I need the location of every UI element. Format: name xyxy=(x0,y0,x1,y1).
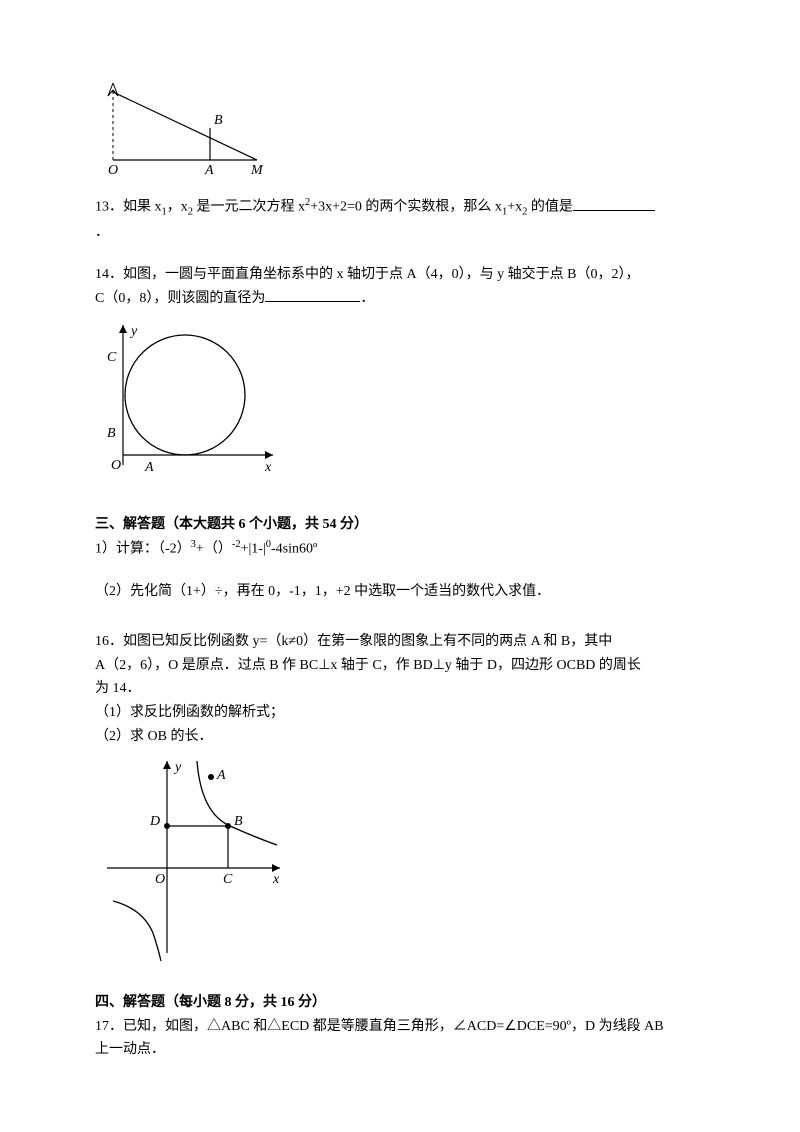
c-label-x: x xyxy=(264,460,272,475)
c-label-O: O xyxy=(111,458,121,473)
question-15-2: （2）先化简（1+）÷，再在 0，-1，1，+2 中选取一个适当的数代入求值． xyxy=(95,580,705,604)
label-O: O xyxy=(108,163,118,178)
c-label-C: C xyxy=(107,350,117,365)
h-label-C: C xyxy=(223,872,233,887)
q13-text: 13．如果 x xyxy=(95,200,162,215)
q15-1c: +|1-| xyxy=(241,542,266,557)
q16-l5: （2）求 OB 的长． xyxy=(95,729,212,744)
circle-svg: O A B C y x xyxy=(95,315,285,485)
question-16: 16．如图已知反比例函数 y=（k≠0）在第一象限的图象上有不同的两点 A 和 … xyxy=(95,630,705,749)
q14-blank xyxy=(265,287,360,302)
q15-1a: 1）计算：（-2） xyxy=(95,542,191,557)
question-17: 17．已知，如图，△ABC 和△ECD 都是等腰直角三角形，∠ACD=∠DCE=… xyxy=(95,1015,705,1063)
section-3-title: 三、解答题（本大题共 6 个小题，共 54 分） xyxy=(95,513,705,537)
q15-1d: -4sin60º xyxy=(271,542,317,557)
q13-text6: 的值是 xyxy=(527,200,573,215)
label-M: M xyxy=(250,163,264,178)
c-label-y: y xyxy=(129,324,138,339)
label-B: B xyxy=(214,113,223,128)
figure-hyperbola: O y x A B C D xyxy=(95,753,705,963)
q13-blank xyxy=(573,196,655,211)
h-label-x: x xyxy=(272,872,280,887)
q16-l4: （1）求反比例函数的解析式； xyxy=(95,705,284,720)
question-14: 14．如图，一圆与平面直角坐标系中的 x 轴切于点 A（4，0），与 y 轴交于… xyxy=(95,263,705,311)
label-A: A xyxy=(204,163,214,178)
triangle-svg: O A M B xyxy=(95,80,270,180)
figure-triangle: O A M B xyxy=(95,80,705,180)
q13-text3: 是一元二次方程 x xyxy=(193,200,305,215)
q16-l1: 16．如图已知反比例函数 y=（k≠0）在第一象限的图象上有不同的两点 A 和 … xyxy=(95,634,612,649)
section-4-title: 四、解答题（每小题 8 分，共 16 分） xyxy=(95,991,705,1015)
h-label-O: O xyxy=(155,872,165,887)
q14-l1: 14．如图，一圆与平面直角坐标系中的 x 轴切于点 A（4，0），与 y 轴交于… xyxy=(95,267,639,282)
q17-l1: 17．已知，如图，△ABC 和△ECD 都是等腰直角三角形，∠ACD=∠DCE=… xyxy=(95,1019,664,1034)
h-label-B: B xyxy=(234,814,243,829)
c-label-A: A xyxy=(144,460,154,475)
q15-supn2: -2 xyxy=(232,539,241,550)
q17-l2: 上一动点． xyxy=(95,1042,165,1057)
q13-text2: ，x xyxy=(167,200,188,215)
q14-l2b: ． xyxy=(360,291,374,306)
h-label-y: y xyxy=(173,760,182,775)
question-13: 13．如果 x1，x2 是一元二次方程 x2+3x+2=0 的两个实数根，那么 … xyxy=(95,194,705,245)
figure-circle: O A B C y x xyxy=(95,315,705,485)
q14-l2a: C（0，8），则该圆的直径为 xyxy=(95,291,265,306)
c-label-B: B xyxy=(107,426,116,441)
hyperbola-svg: O y x A B C D xyxy=(95,753,295,963)
question-15-1: 1）计算：（-2）3+（）-2+|1-|0-4sin60º xyxy=(95,536,705,561)
h-label-A: A xyxy=(216,768,226,783)
q15-1b: +（） xyxy=(196,542,232,557)
q13-text5: +x xyxy=(507,200,522,215)
h-label-D: D xyxy=(149,814,160,829)
q13-tail: ． xyxy=(95,225,109,240)
q13-text4: +3x+2=0 的两个实数根，那么 x xyxy=(310,200,502,215)
q16-l2: A（2，6），O 是原点．过点 B 作 BC⊥x 轴于 C，作 BD⊥y 轴于 … xyxy=(95,658,641,673)
q16-l3: 为 14． xyxy=(95,681,141,696)
